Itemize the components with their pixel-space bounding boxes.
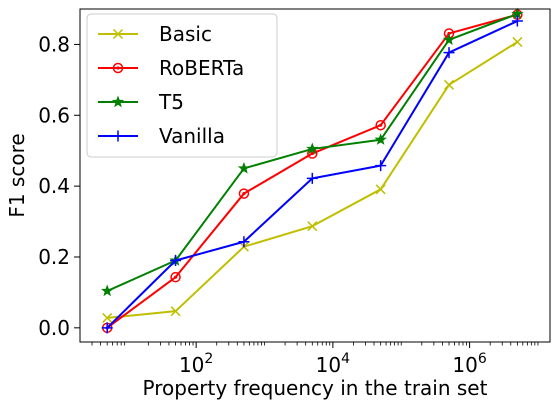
data-point: [512, 36, 523, 47]
y-tick-label: 0.6: [38, 103, 70, 127]
y-tick-label: 0.4: [38, 174, 70, 198]
data-point: [306, 172, 318, 184]
data-point: [237, 161, 251, 174]
data-point: [443, 79, 455, 90]
series-basic: [102, 36, 523, 323]
data-point: [101, 322, 113, 334]
y-tick-label: 0.8: [38, 32, 70, 56]
data-point: [511, 15, 523, 27]
data-point: [102, 312, 113, 323]
legend-label: Vanilla: [159, 124, 225, 148]
data-point-center: [173, 275, 178, 279]
data-point-center: [310, 151, 314, 156]
data-point: [442, 33, 456, 46]
legend-item-roberta: RoBERTa: [98, 56, 244, 80]
data-point: [170, 306, 181, 317]
legend-item-vanilla: Vanilla: [98, 124, 225, 148]
legend: Basic RoBERTa T5 Vanilla: [86, 13, 278, 158]
data-point-center: [242, 191, 246, 196]
data-point: [443, 47, 455, 59]
legend-label: Basic: [159, 22, 212, 46]
legend-label: T5: [158, 90, 184, 114]
data-point: [112, 62, 124, 74]
x-axis-label: Property frequency in the train set: [143, 376, 488, 400]
data-point-center: [379, 123, 383, 127]
data-point: [112, 28, 124, 40]
x-tick-label: 102: [179, 351, 213, 377]
x-tick-label: 106: [452, 351, 486, 377]
x-tick-label: 104: [316, 351, 350, 377]
series-layer: [101, 7, 524, 334]
data-point: [306, 142, 319, 155]
data-point: [374, 133, 387, 145]
data-point: [307, 221, 318, 232]
data-point: [101, 284, 114, 297]
data-point: [238, 188, 250, 199]
series-vanilla: [101, 15, 523, 334]
y-tick-label: 0.0: [38, 316, 70, 340]
data-point: [375, 119, 386, 131]
data-point: [375, 160, 387, 172]
data-point-center: [116, 66, 120, 70]
data-point: [238, 236, 250, 248]
data-point: [111, 95, 125, 108]
legend-box: [86, 13, 278, 158]
legend-label: RoBERTa: [159, 56, 244, 80]
y-tick-label: 0.2: [38, 245, 70, 269]
data-point: [170, 271, 181, 283]
data-point: [112, 130, 124, 142]
legend-item-t5: T5: [98, 90, 184, 114]
data-point: [170, 255, 182, 267]
data-point: [375, 184, 386, 195]
axis-ticks: 0.0 0.2 0.4 0.6 0.8 102 104 106: [38, 32, 539, 377]
legend-item-basic: Basic: [98, 22, 212, 46]
y-axis-label: F1 score: [5, 133, 29, 217]
plot-frame: [79, 8, 551, 343]
